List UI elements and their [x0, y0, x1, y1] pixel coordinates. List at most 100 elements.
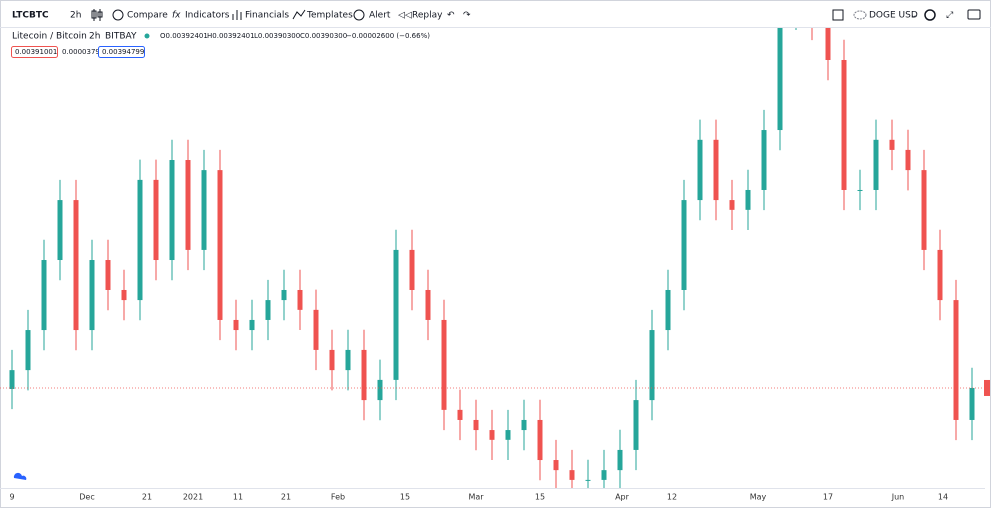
candle-body	[857, 189, 863, 191]
plot	[0, 28, 985, 488]
x-axis-label: Dec	[79, 493, 94, 502]
candle-body	[185, 160, 191, 250]
sell-box[interactable]	[11, 46, 58, 58]
candle-body	[873, 139, 879, 190]
fullscreen-button[interactable]: ⤢	[945, 11, 953, 21]
candle-body	[505, 430, 511, 440]
candle-body	[201, 170, 207, 250]
x-axis-label: 12	[667, 493, 677, 502]
interval-button[interactable]: 2h	[70, 11, 81, 21]
x-axis-label: 21	[142, 493, 152, 502]
indicators-button[interactable]: Indicators	[185, 11, 230, 21]
compare-button[interactable]: Compare	[127, 11, 168, 21]
legend-close: C0.00390300	[300, 32, 347, 40]
candle-body	[361, 349, 367, 401]
candle-body	[553, 460, 559, 471]
undo-button[interactable]: ↶	[447, 11, 455, 21]
candle-body	[249, 319, 255, 331]
alert-button[interactable]: Alert	[369, 11, 391, 21]
candle-body	[89, 260, 95, 331]
candle-body	[585, 479, 591, 481]
candle-body	[825, 28, 831, 60]
candle-body	[713, 139, 719, 201]
candle-body	[521, 419, 527, 431]
settings-button[interactable]	[924, 9, 936, 21]
legend-high: H0.00392401	[207, 32, 255, 40]
alert-icon[interactable]	[353, 9, 365, 21]
x-axis-label: Mar	[468, 493, 484, 502]
candle-body	[841, 59, 847, 190]
candle-body	[297, 289, 303, 310]
spread: 0.00003798	[62, 48, 104, 56]
replay-icon[interactable]: ◁◁	[398, 11, 412, 21]
candle-body	[265, 300, 271, 320]
candle-body	[889, 139, 895, 150]
candle-body	[777, 28, 783, 131]
candle-body	[489, 430, 495, 440]
candle-body	[217, 170, 223, 320]
compare-icon[interactable]	[112, 9, 124, 21]
candle-body	[9, 370, 15, 389]
candle-body	[473, 419, 479, 431]
x-axis-label: 15	[535, 493, 545, 502]
candle-body	[57, 200, 63, 261]
candle-body	[665, 289, 671, 331]
candle-body	[409, 249, 415, 290]
x-axis-label: Jun	[891, 493, 905, 502]
legend-change: −0.00002600 (−0.66%)	[346, 32, 430, 40]
candle-body	[601, 470, 607, 480]
candle-body	[105, 260, 111, 290]
logo	[13, 472, 27, 480]
x-axis-label: Feb	[331, 493, 345, 502]
currency-button[interactable]: DOGE USD	[869, 11, 918, 21]
replay-button[interactable]: Replay	[412, 11, 443, 21]
legend: Litecoin / Bitcoin 2h BITBAY O0.00392401…	[11, 32, 430, 58]
templates-icon[interactable]	[292, 9, 306, 20]
x-axis-label: 17	[823, 493, 833, 502]
candle-body	[281, 289, 287, 301]
candle-body	[41, 260, 47, 331]
candle-body	[425, 289, 431, 320]
last-price-tag	[984, 379, 990, 396]
currency-caret[interactable]: ⌄	[910, 11, 918, 21]
candle-body	[761, 130, 767, 190]
candle-body	[729, 200, 735, 210]
candle-body	[649, 330, 655, 401]
candle-body	[745, 189, 751, 210]
sell-price[interactable]: 0.00391001	[15, 48, 57, 56]
candle-body	[377, 379, 383, 401]
buy-box[interactable]	[98, 46, 145, 58]
candle-body	[953, 300, 959, 420]
candle-body	[233, 319, 239, 331]
candle-body	[393, 249, 399, 380]
x-axis-label: Apr	[615, 493, 630, 502]
x-axis-label: 21	[281, 493, 291, 502]
x-axis-label: 15	[400, 493, 410, 502]
candle-body	[329, 349, 335, 371]
x-axis-label: 11	[233, 493, 243, 502]
candle-body	[921, 170, 927, 250]
candle-body	[153, 179, 159, 261]
candle-body	[969, 387, 975, 420]
candle-body	[617, 449, 623, 471]
currency-icon[interactable]	[853, 10, 867, 20]
x-axis-label: 14	[938, 493, 948, 502]
financials-button[interactable]: Financials	[245, 11, 289, 21]
candle-body	[537, 419, 543, 461]
candle-body	[937, 249, 943, 301]
x-axis-label: 2021	[183, 493, 203, 502]
indicators-icon[interactable]: fx	[172, 11, 181, 21]
financials-icon[interactable]	[232, 10, 242, 20]
candle-body	[681, 200, 687, 290]
layout-button[interactable]	[832, 9, 844, 21]
candle-body	[905, 149, 911, 171]
status-dot	[144, 33, 150, 39]
chart-type-icon[interactable]	[91, 9, 103, 21]
buy-price[interactable]: 0.00394799	[102, 48, 144, 56]
redo-button[interactable]: ↷	[463, 11, 471, 21]
templates-button[interactable]: Templates	[306, 11, 353, 21]
symbol-button[interactable]: LTCBTC	[12, 11, 49, 21]
screenshot-button[interactable]	[967, 9, 981, 20]
